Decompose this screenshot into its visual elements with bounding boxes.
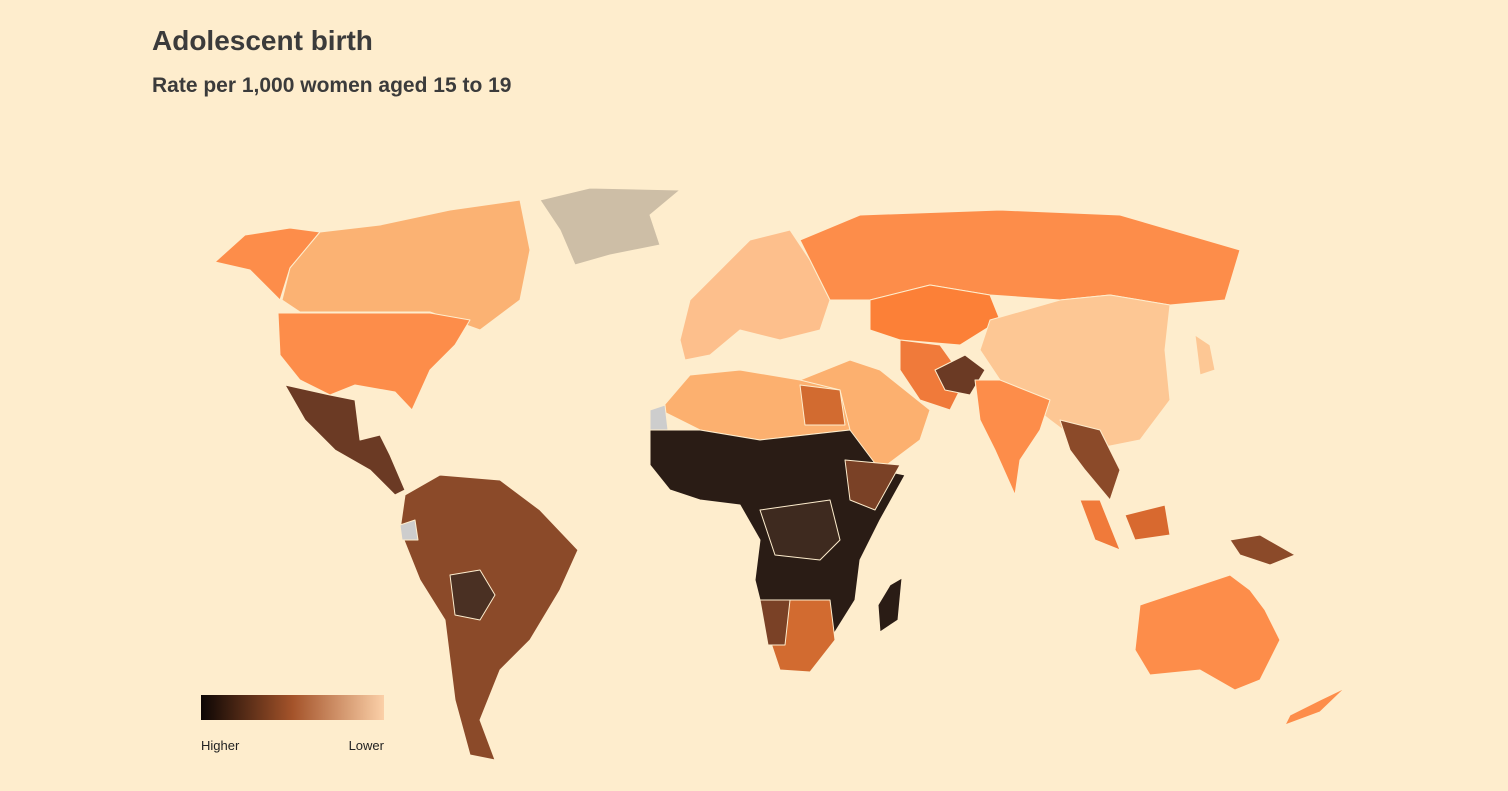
title: Adolescent birth (152, 25, 373, 56)
region (281, 199, 531, 331)
region (1059, 419, 1121, 501)
region (869, 284, 1001, 346)
region (1284, 687, 1346, 726)
region (1229, 534, 1296, 566)
region (844, 459, 901, 511)
region (1194, 334, 1216, 376)
region (399, 474, 579, 761)
legend-low-label: Lower (349, 738, 385, 753)
region (539, 187, 681, 266)
region (277, 312, 471, 411)
region (759, 499, 841, 561)
region (899, 339, 966, 411)
region (799, 384, 846, 426)
region (1124, 504, 1171, 541)
region (799, 209, 1241, 306)
region (979, 294, 1171, 451)
region (649, 404, 669, 431)
region (1134, 574, 1281, 691)
subtitle: Rate per 1,000 women aged 15 to 19 (152, 74, 511, 97)
region (1079, 499, 1121, 551)
world-map (214, 187, 1346, 761)
region (284, 384, 406, 496)
legend-high-label: Higher (201, 738, 240, 753)
region (974, 379, 1051, 496)
region (877, 577, 903, 633)
region (449, 569, 496, 621)
region (399, 519, 419, 541)
legend-gradient (201, 695, 384, 720)
region (759, 599, 791, 646)
